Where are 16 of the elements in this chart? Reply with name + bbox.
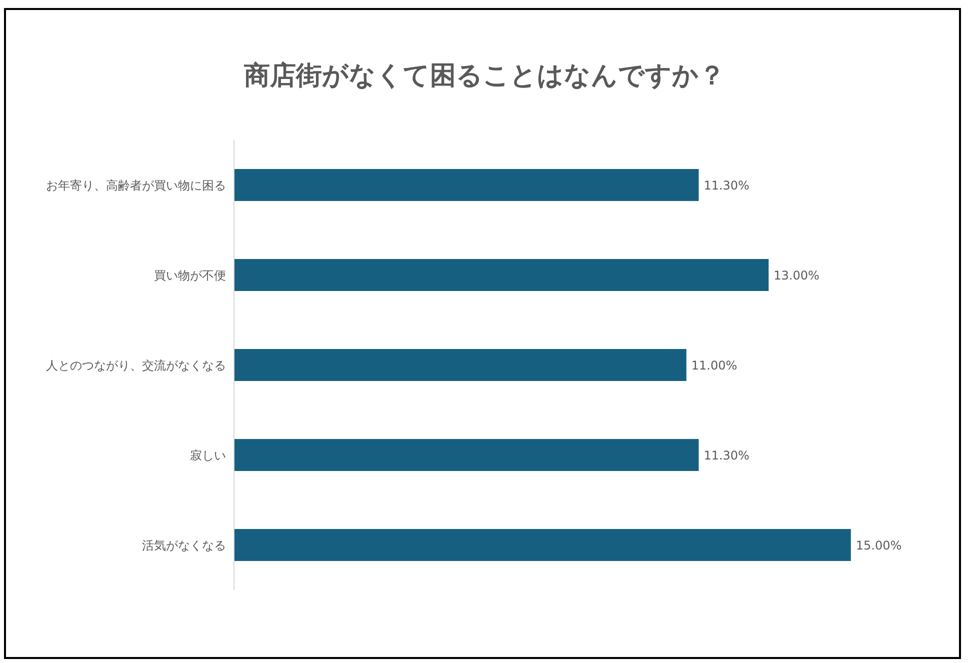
bar (234, 349, 686, 381)
data-label: 11.00% (691, 358, 738, 372)
data-label: 11.30% (704, 448, 750, 462)
data-label: 11.30% (704, 178, 750, 192)
bar (234, 169, 699, 201)
y-tick-label: 寂しい (190, 448, 226, 462)
y-tick-label: 買い物が不便 (154, 268, 226, 282)
y-tick-label: 活気がなくなる (142, 538, 226, 552)
y-tick-label: お年寄り、高齢者が買い物に困る (46, 178, 226, 192)
bar (234, 529, 851, 561)
y-tick-label: 人とのつながり、交流がなくなる (46, 358, 226, 372)
chart-title: 商店街がなくて困ることはなんですか？ (243, 60, 726, 93)
bar (234, 259, 769, 291)
data-label: 15.00% (856, 538, 902, 552)
data-label: 13.00% (774, 268, 820, 282)
bar (234, 439, 699, 471)
